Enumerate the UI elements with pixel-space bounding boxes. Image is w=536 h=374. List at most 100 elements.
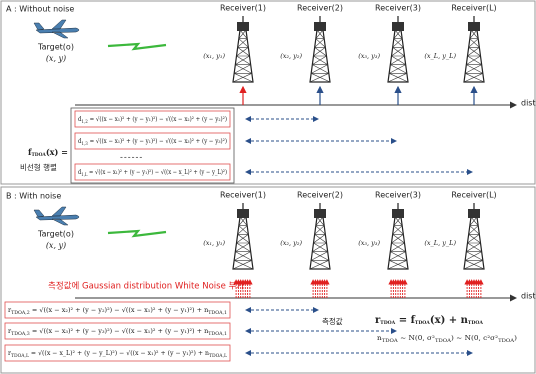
subscript: TDOA (32, 152, 47, 158)
text-piece: ) (514, 335, 517, 342)
tower-lattice (311, 252, 329, 261)
tower-antenna (392, 209, 404, 218)
tower-lattice (238, 39, 249, 48)
text-piece: = √((x − x₁)² + (y − y₁)²) − √((x − x_L)… (87, 169, 227, 176)
function-label: fTDOA(x) = (28, 147, 68, 158)
tower-antenna (237, 22, 249, 31)
tower-lattice (390, 243, 405, 252)
tower-lattice (310, 260, 330, 269)
panel-frame (1, 1, 535, 184)
tower-lattice (392, 47, 405, 56)
text-piece: = √((x − x₃)² + (y − y₃)²) − √((x − x₁)²… (30, 328, 208, 335)
tower-lattice (468, 47, 481, 56)
text-piece: = √((x − x₁)² + (y − y₁)²) − √((x − x₃)²… (88, 138, 227, 145)
axis-label: distance (521, 292, 536, 301)
tower-lattice (389, 252, 407, 261)
tower-lattice (238, 226, 249, 235)
tower-lattice (315, 39, 326, 48)
tower-lattice (464, 260, 484, 269)
text-piece: = √((x − x_L)² + (y − y_L)²) − √((x − x₁… (29, 350, 209, 357)
tower-lattice (390, 56, 405, 65)
subscript: TDOA,3 (11, 331, 30, 337)
receiver-tower (464, 16, 484, 82)
receiver-coord: (x_L, y_L) (424, 52, 456, 60)
subscript: TDOA,1 (208, 310, 227, 316)
receiver-tower (310, 16, 330, 82)
tower-lattice (314, 47, 327, 56)
text-piece: = √((x − x₂)² + (y − y₂)²) − √((x − x₁)²… (30, 307, 208, 314)
subscript: TDOA,1 (208, 331, 227, 337)
receiver-coord: (x₂, y₂) (280, 239, 302, 247)
subscript: TDOA,2 (11, 310, 30, 316)
receiver-coord: (x₂, y₂) (280, 52, 302, 60)
tower-lattice (314, 234, 327, 243)
tower-lattice (312, 56, 327, 65)
panel-label: A : Without noise (6, 5, 74, 14)
tower-lattice (237, 47, 250, 56)
receiver-coord: (x₁, y₁) (203, 239, 225, 247)
tower-antenna (314, 22, 326, 31)
note: 비선형 행렬 (20, 162, 57, 172)
tower-lattice (392, 234, 405, 243)
text-piece: (x) = (46, 147, 68, 158)
receiver-coord: (x₃, y₃) (358, 52, 380, 60)
receiver-label: Receiver(1) (220, 4, 266, 13)
target-coord: (x, y) (46, 54, 66, 63)
model-equation: rTDOA = fTDOA(x) + nTDOA (375, 315, 483, 326)
tower-antenna (468, 22, 480, 31)
receiver-tower (388, 16, 408, 82)
tower-lattice (233, 260, 253, 269)
tower-lattice (234, 252, 252, 261)
subscript: TDOA (415, 320, 430, 326)
receiver-tower (310, 203, 330, 269)
tower-lattice (465, 65, 483, 74)
target-label: Target(o) (37, 43, 74, 52)
receiver-coord: (x₃, y₃) (358, 239, 380, 247)
subscript: TDOA (498, 338, 515, 344)
receiver-label: Receiver(3) (375, 191, 421, 200)
subscript: TDOA (380, 320, 395, 326)
receiver-label: Receiver(1) (220, 191, 266, 200)
tower-lattice (468, 234, 481, 243)
text-piece: = f (395, 315, 415, 326)
tower-lattice (310, 73, 330, 82)
tower-lattice (389, 65, 407, 74)
receiver-label: Receiver(L) (451, 4, 496, 13)
receiver-tower (233, 203, 253, 269)
tower-lattice (465, 252, 483, 261)
airplane (34, 207, 79, 225)
subscript: TDOA,L (209, 353, 227, 359)
receiver-tower (233, 16, 253, 82)
ellipsis: ------ (120, 153, 143, 162)
tower-lattice (315, 226, 326, 235)
tower-lattice (469, 226, 480, 235)
text-piece: (x) + n (430, 315, 469, 326)
tower-antenna (468, 209, 480, 218)
measured-label: 측정값 (322, 316, 343, 326)
tower-lattice (234, 65, 252, 74)
diagram: A : Without noise Target(o) (x, y) Receiver… (0, 0, 536, 374)
tower-lattice (464, 73, 484, 82)
subscript: TDOA (435, 338, 452, 344)
tower-lattice (235, 243, 250, 252)
tower-antenna (237, 209, 249, 218)
subscript: TDOA (382, 338, 399, 344)
receiver-tower (464, 203, 484, 269)
tower-lattice (312, 243, 327, 252)
text-piece: ) ~ N(0, c²σ² (451, 335, 499, 342)
signal-bolt (108, 231, 166, 236)
receiver-coord: (x₁, y₁) (203, 52, 225, 60)
panel-label: B : With noise (6, 192, 61, 201)
axis-label: distance (521, 99, 536, 108)
tower-lattice (466, 56, 481, 65)
subscript: TDOA (468, 320, 483, 326)
target-coord: (x, y) (46, 241, 66, 250)
noise-note: 측정값에 Gaussian distribution White Noise 부… (48, 281, 244, 292)
text-piece: = √((x − x₁)² + (y − y₁)²) − √((x − x₂)²… (88, 116, 227, 123)
tower-lattice (233, 73, 253, 82)
text-piece: ~ N(0, σ² (398, 335, 436, 342)
tower-lattice (311, 65, 329, 74)
tower-lattice (237, 234, 250, 243)
tower-antenna (314, 209, 326, 218)
